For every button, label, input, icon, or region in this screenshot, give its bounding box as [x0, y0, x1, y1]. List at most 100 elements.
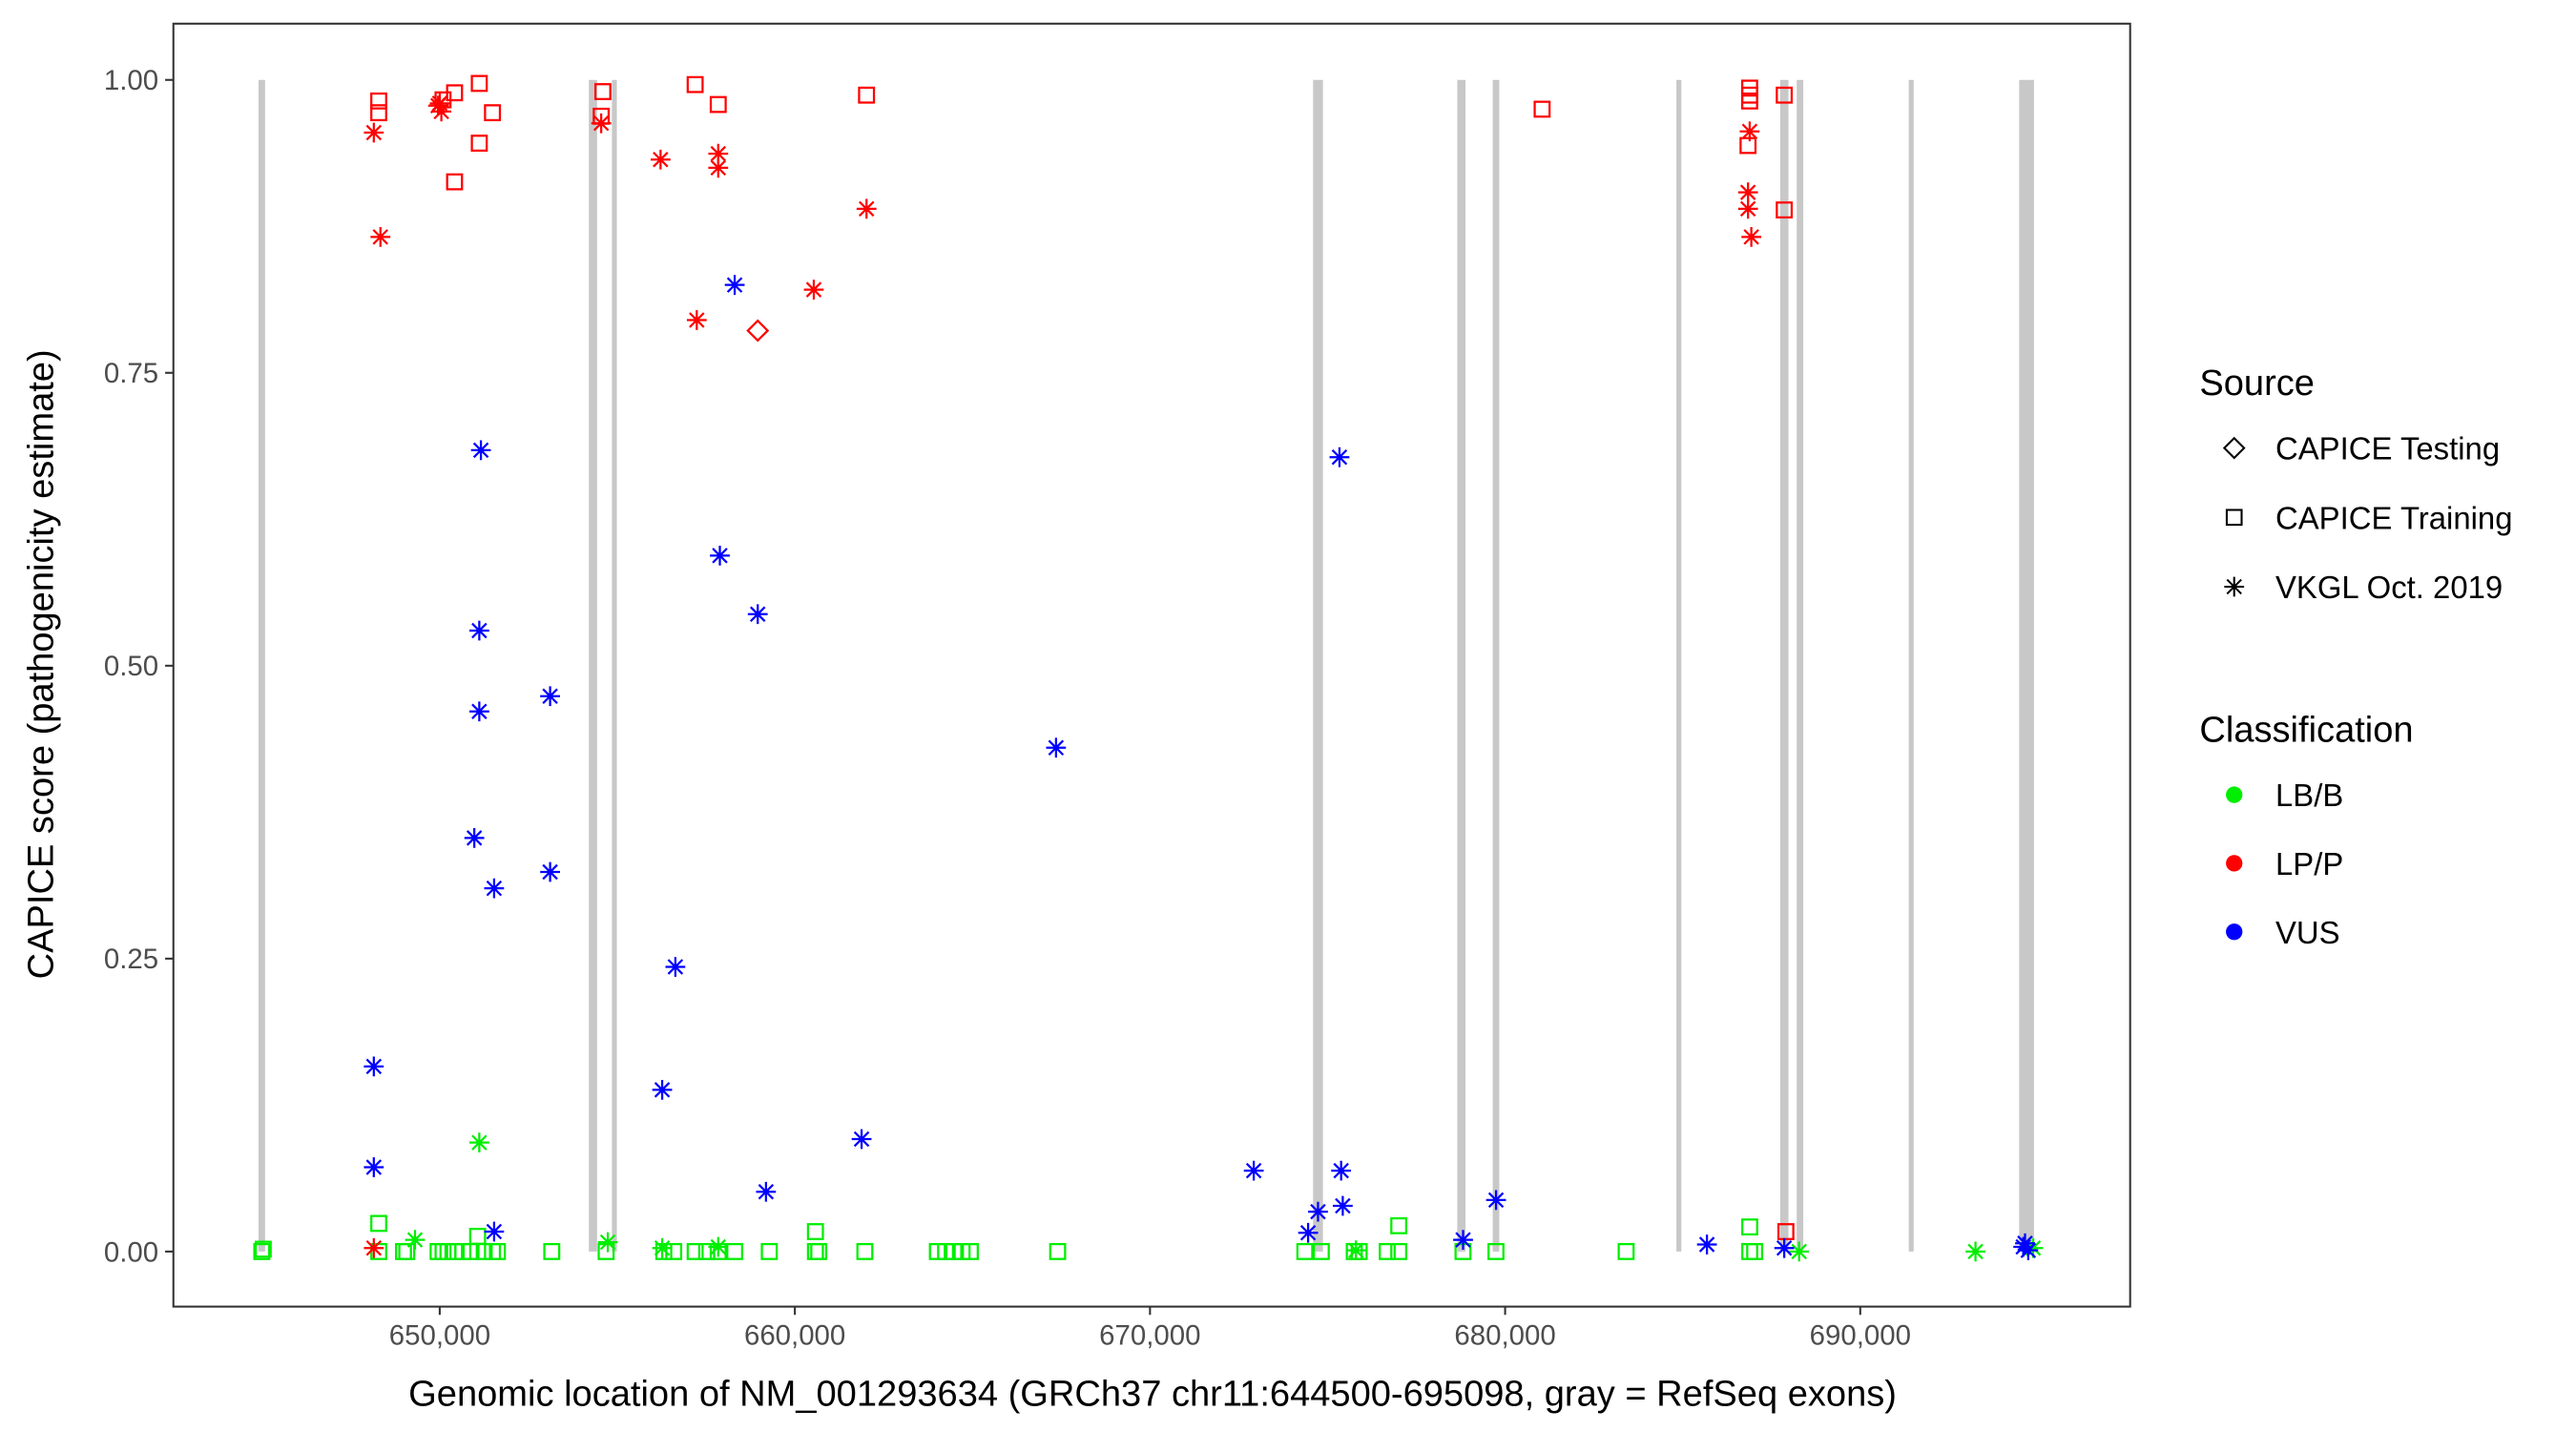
- plot-panel-border: [172, 22, 2131, 1308]
- y-tick-label: 0.25: [104, 944, 158, 975]
- dot-marker: [2226, 923, 2243, 941]
- legend-class-label: LP/P: [2275, 846, 2343, 881]
- data-point: [686, 310, 707, 330]
- x-tick-label: 680,000: [1454, 1319, 1555, 1351]
- data-point: [747, 604, 768, 625]
- data-point: [1617, 1242, 1635, 1260]
- data-point: [398, 1242, 416, 1260]
- y-tick-label: 1.00: [104, 65, 158, 96]
- data-point: [484, 104, 502, 122]
- data-point: [2015, 1233, 2035, 1254]
- legend-source-title: Source: [2199, 363, 2315, 404]
- data-point: [405, 1230, 426, 1250]
- square-marker: [468, 1228, 487, 1245]
- data-point: [446, 84, 464, 102]
- y-axis-title: CAPICE score (pathogenicity estimate): [21, 349, 61, 979]
- data-point: [724, 275, 745, 296]
- square-marker: [429, 1242, 447, 1260]
- exon-bar: [589, 79, 597, 1252]
- data-point: [484, 1221, 505, 1242]
- square-marker: [1533, 100, 1551, 118]
- data-point: [756, 1181, 777, 1202]
- exon-bar: [1492, 79, 1500, 1252]
- asterisk-marker: [464, 827, 485, 848]
- data-point: [746, 319, 770, 342]
- asterisk-marker: [756, 1181, 777, 1202]
- asterisk-marker: [2013, 1236, 2034, 1257]
- x-tick-label: 650,000: [389, 1319, 490, 1351]
- data-point: [2023, 1237, 2044, 1258]
- data-point: [806, 1223, 824, 1240]
- data-point: [1390, 1216, 1408, 1234]
- data-point: [710, 545, 730, 566]
- data-point: [540, 861, 560, 882]
- asterisk-marker: [405, 1230, 426, 1250]
- asterisk-marker: [540, 861, 560, 882]
- asterisk-marker: [1298, 1222, 1319, 1243]
- data-point: [803, 280, 824, 300]
- data-point: [810, 1242, 828, 1260]
- asterisk-marker: [1243, 1160, 1264, 1181]
- asterisk-marker: [1737, 182, 1758, 203]
- square-marker: [858, 86, 876, 104]
- data-point: [1789, 1241, 1810, 1262]
- square-marker: [370, 1214, 387, 1233]
- asterisk-marker: [2023, 1237, 2044, 1258]
- legend-source-key-square: [2225, 508, 2243, 527]
- data-point: [470, 74, 488, 93]
- data-point: [370, 226, 391, 247]
- diamond-marker: [746, 319, 770, 342]
- square-marker: [1740, 92, 1758, 110]
- data-point: [1333, 1195, 1353, 1216]
- square-marker: [470, 74, 488, 93]
- data-point: [593, 83, 612, 100]
- legend: Source Classification CAPICE Testing CAPI…: [2199, 363, 2512, 950]
- square-marker: [810, 1242, 828, 1260]
- square-marker: [1312, 1242, 1330, 1260]
- legend-source-label: VKGL Oct. 2019: [2275, 570, 2503, 605]
- square-marker: [1617, 1242, 1635, 1260]
- y-axis: 0.00 0.25 0.50 0.75 1.00: [104, 65, 174, 1268]
- asterisk-marker: [665, 957, 686, 977]
- data-point: [1746, 1242, 1764, 1260]
- data-point: [665, 1242, 683, 1260]
- x-axis: 650,000 660,000 670,000 680,000 690,000: [389, 1306, 1911, 1351]
- square-marker: [370, 104, 387, 122]
- exon-bar: [1457, 79, 1466, 1252]
- data-point: [2013, 1236, 2034, 1257]
- asterisk-marker: [1308, 1201, 1328, 1222]
- square-marker: [1741, 1218, 1758, 1236]
- data-point: [1487, 1242, 1505, 1260]
- data-point: [709, 95, 727, 114]
- asterisk-marker: [1046, 737, 1067, 758]
- asterisk-marker: [1453, 1230, 1473, 1250]
- asterisk-marker: [1329, 446, 1350, 467]
- data-point: [446, 173, 464, 191]
- asterisk-marker: [484, 1221, 505, 1242]
- square-marker: [760, 1242, 779, 1260]
- asterisk-marker: [364, 1237, 384, 1258]
- data-point: [364, 1237, 384, 1258]
- asterisk-marker: [708, 143, 729, 164]
- legend-class-key: [2226, 786, 2243, 803]
- asterisk-marker: [364, 1056, 384, 1077]
- asterisk-marker: [1331, 1160, 1352, 1181]
- legend-source-label: CAPICE Testing: [2275, 431, 2500, 467]
- square-marker: [654, 1242, 673, 1260]
- data-point: [686, 75, 704, 93]
- exon-bar: [258, 79, 265, 1252]
- asterisk-marker: [650, 149, 671, 170]
- data-point: [1345, 1240, 1366, 1261]
- dot-marker: [2226, 786, 2243, 803]
- exon-bar: [612, 79, 617, 1252]
- exon-bars: [258, 79, 2034, 1252]
- data-point: [708, 143, 729, 164]
- asterisk-marker: [1774, 1237, 1795, 1258]
- asterisk-marker: [470, 440, 491, 461]
- asterisk-marker: [1965, 1241, 1985, 1262]
- square-marker: [1390, 1242, 1408, 1260]
- data-points: [253, 74, 2044, 1262]
- data-point: [427, 95, 448, 116]
- exon-bar: [1908, 79, 1914, 1252]
